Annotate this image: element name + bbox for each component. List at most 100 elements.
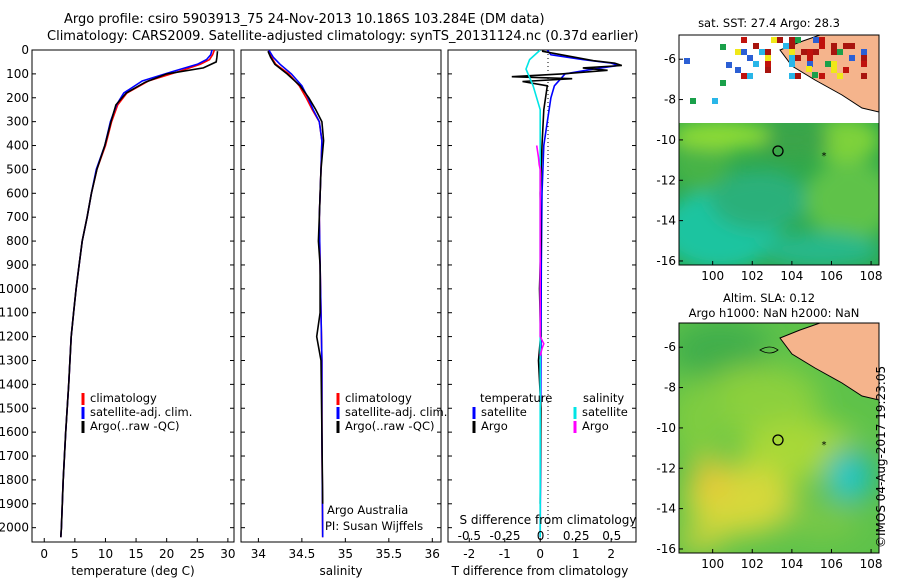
x-tick-label: 25 [190, 547, 205, 561]
difference-series-temperature-argo [511, 50, 623, 504]
salinity-series-satellite-adj-clim [268, 50, 324, 538]
temperature-legend: climatology satellite-adj. clim. Argo(..… [81, 391, 192, 433]
map-y-tick-label: -8 [664, 93, 676, 107]
sst-pixel [861, 61, 867, 67]
map-y-tick-label: -14 [656, 502, 676, 516]
star-marker-sla: * [822, 440, 827, 451]
sst-pixel [726, 62, 732, 68]
x-tick-label: 35.5 [375, 547, 402, 561]
x-tick-label: 0 [536, 547, 544, 561]
y-tick-label: 900 [6, 258, 29, 272]
map-x-tick-label: 106 [820, 557, 843, 571]
argo-position-marker-sla [772, 434, 784, 446]
sst-pixel [720, 80, 726, 86]
pi-note: PI: Susan Wijffels [325, 519, 423, 533]
sst-pixel [807, 49, 813, 55]
map-x-tick-label: 102 [741, 269, 764, 283]
map-y-tick-label: -12 [656, 173, 676, 187]
y-tick-label: 100 [6, 67, 29, 81]
sst-pixel [753, 61, 759, 67]
y-tick-label: 600 [6, 186, 29, 200]
legend-label-clim: climatology [90, 391, 157, 405]
map-y-tick-label: -14 [656, 214, 676, 228]
y-tick-label: 1600 [0, 425, 29, 439]
y-tick-label: 400 [6, 139, 29, 153]
temperature-panel: 0 5 10 15 20 25 300100200300400500600700800900… [0, 43, 236, 561]
map-y-tick-label: -10 [656, 133, 676, 147]
sst-pixel [777, 37, 783, 43]
x-tick-label: 30 [220, 547, 235, 561]
x-tick-label: 15 [128, 547, 143, 561]
sst-pixel [812, 72, 818, 78]
sst-pixel [741, 37, 747, 43]
y-tick-label: 300 [6, 115, 29, 129]
legend-label-argo: Argo(..raw -QC) [345, 419, 435, 433]
sst-pixel [765, 61, 771, 67]
title-line-2: Climatology: CARS2009. Satellite-adjuste… [47, 29, 639, 44]
map-x-tick-label: 104 [780, 269, 803, 283]
difference-series-temperature-satellite [539, 50, 619, 538]
difference-legend: temperature salinity satellite Argo sate… [472, 391, 628, 433]
y-tick-label: 1100 [0, 306, 29, 320]
sst-pixel [783, 43, 789, 49]
y-tick-label: 700 [6, 210, 29, 224]
x-tick-label: 2 [607, 547, 615, 561]
temperature-xlabel: temperature (deg C) [71, 564, 194, 578]
map-x-tick-label: 100 [701, 269, 724, 283]
y-tick-label: 1800 [0, 473, 29, 487]
top-x-tick-label: 0 [537, 529, 545, 543]
sst-pixel [831, 43, 837, 49]
sst-pixel [753, 43, 759, 49]
title-line-1: Argo profile: csiro 5903913_75 24-Nov-20… [64, 12, 545, 27]
legend-title-salinity: salinity [583, 391, 624, 405]
sst-pixel [819, 37, 825, 43]
map-x-tick-label: 100 [701, 557, 724, 571]
y-tick-label: 800 [6, 234, 29, 248]
map-x-tick-label: 108 [860, 557, 883, 571]
sla-map: * 100 102 104 106 108 -6 -8 -10 -12 -14 -16 [656, 322, 883, 571]
sst-pixel [759, 49, 765, 55]
map-x-tick-label: 102 [741, 557, 764, 571]
top-x-tick-label: 0.25 [563, 529, 590, 543]
sst-pixel [795, 73, 801, 79]
sst-pixel [789, 43, 795, 49]
difference-xlabel: T difference from climatology [451, 564, 629, 578]
sst-pixel [765, 67, 771, 73]
credit-stamp: ©IMOS 04-Aug-2017 19:23:05 [874, 365, 888, 548]
x-tick-label: -1 [499, 547, 511, 561]
difference-axes-frame [447, 49, 637, 543]
sst-map-title: sat. SST: 27.4 Argo: 28.3 [698, 16, 840, 30]
legend-label-s-argo: Argo [582, 419, 609, 433]
map-y-tick-label: -16 [656, 542, 676, 556]
sst-pixel [789, 55, 795, 61]
x-tick-label: 34.5 [289, 547, 316, 561]
sst-pixel [795, 37, 801, 43]
salinity-legend: climatology satellite-adj. clim. Argo(..… [336, 391, 447, 433]
sst-pixel [747, 73, 753, 79]
sst-pixel [825, 61, 831, 67]
sst-pixel [861, 49, 867, 55]
sst-pixel [819, 43, 825, 49]
sst-pixel [807, 61, 813, 67]
sst-map: * 100 102 104 106 108 -6 -8 -10 -12 -14 -16 [656, 34, 883, 283]
sst-pixel [789, 73, 795, 79]
legend-label-t-sat: satellite [481, 405, 527, 419]
map-x-tick-label: 108 [860, 269, 883, 283]
sst-pixel [831, 67, 837, 73]
sst-pixel [861, 55, 867, 61]
sst-pixel [795, 55, 801, 61]
sst-pixel [684, 58, 690, 64]
sst-pixel [849, 43, 855, 49]
map-x-tick-label: 106 [820, 269, 843, 283]
sst-pixel [806, 66, 812, 72]
x-tick-label: 1 [572, 547, 580, 561]
x-tick-label: 35 [338, 547, 353, 561]
y-tick-label: 1400 [0, 377, 29, 391]
argo-position-marker [772, 145, 784, 157]
map-y-tick-label: -12 [656, 461, 676, 475]
sst-pixel [837, 73, 843, 79]
y-tick-label: 1700 [0, 449, 29, 463]
temperature-series-climatology [60, 50, 216, 538]
y-tick-label: 2000 [0, 521, 29, 535]
